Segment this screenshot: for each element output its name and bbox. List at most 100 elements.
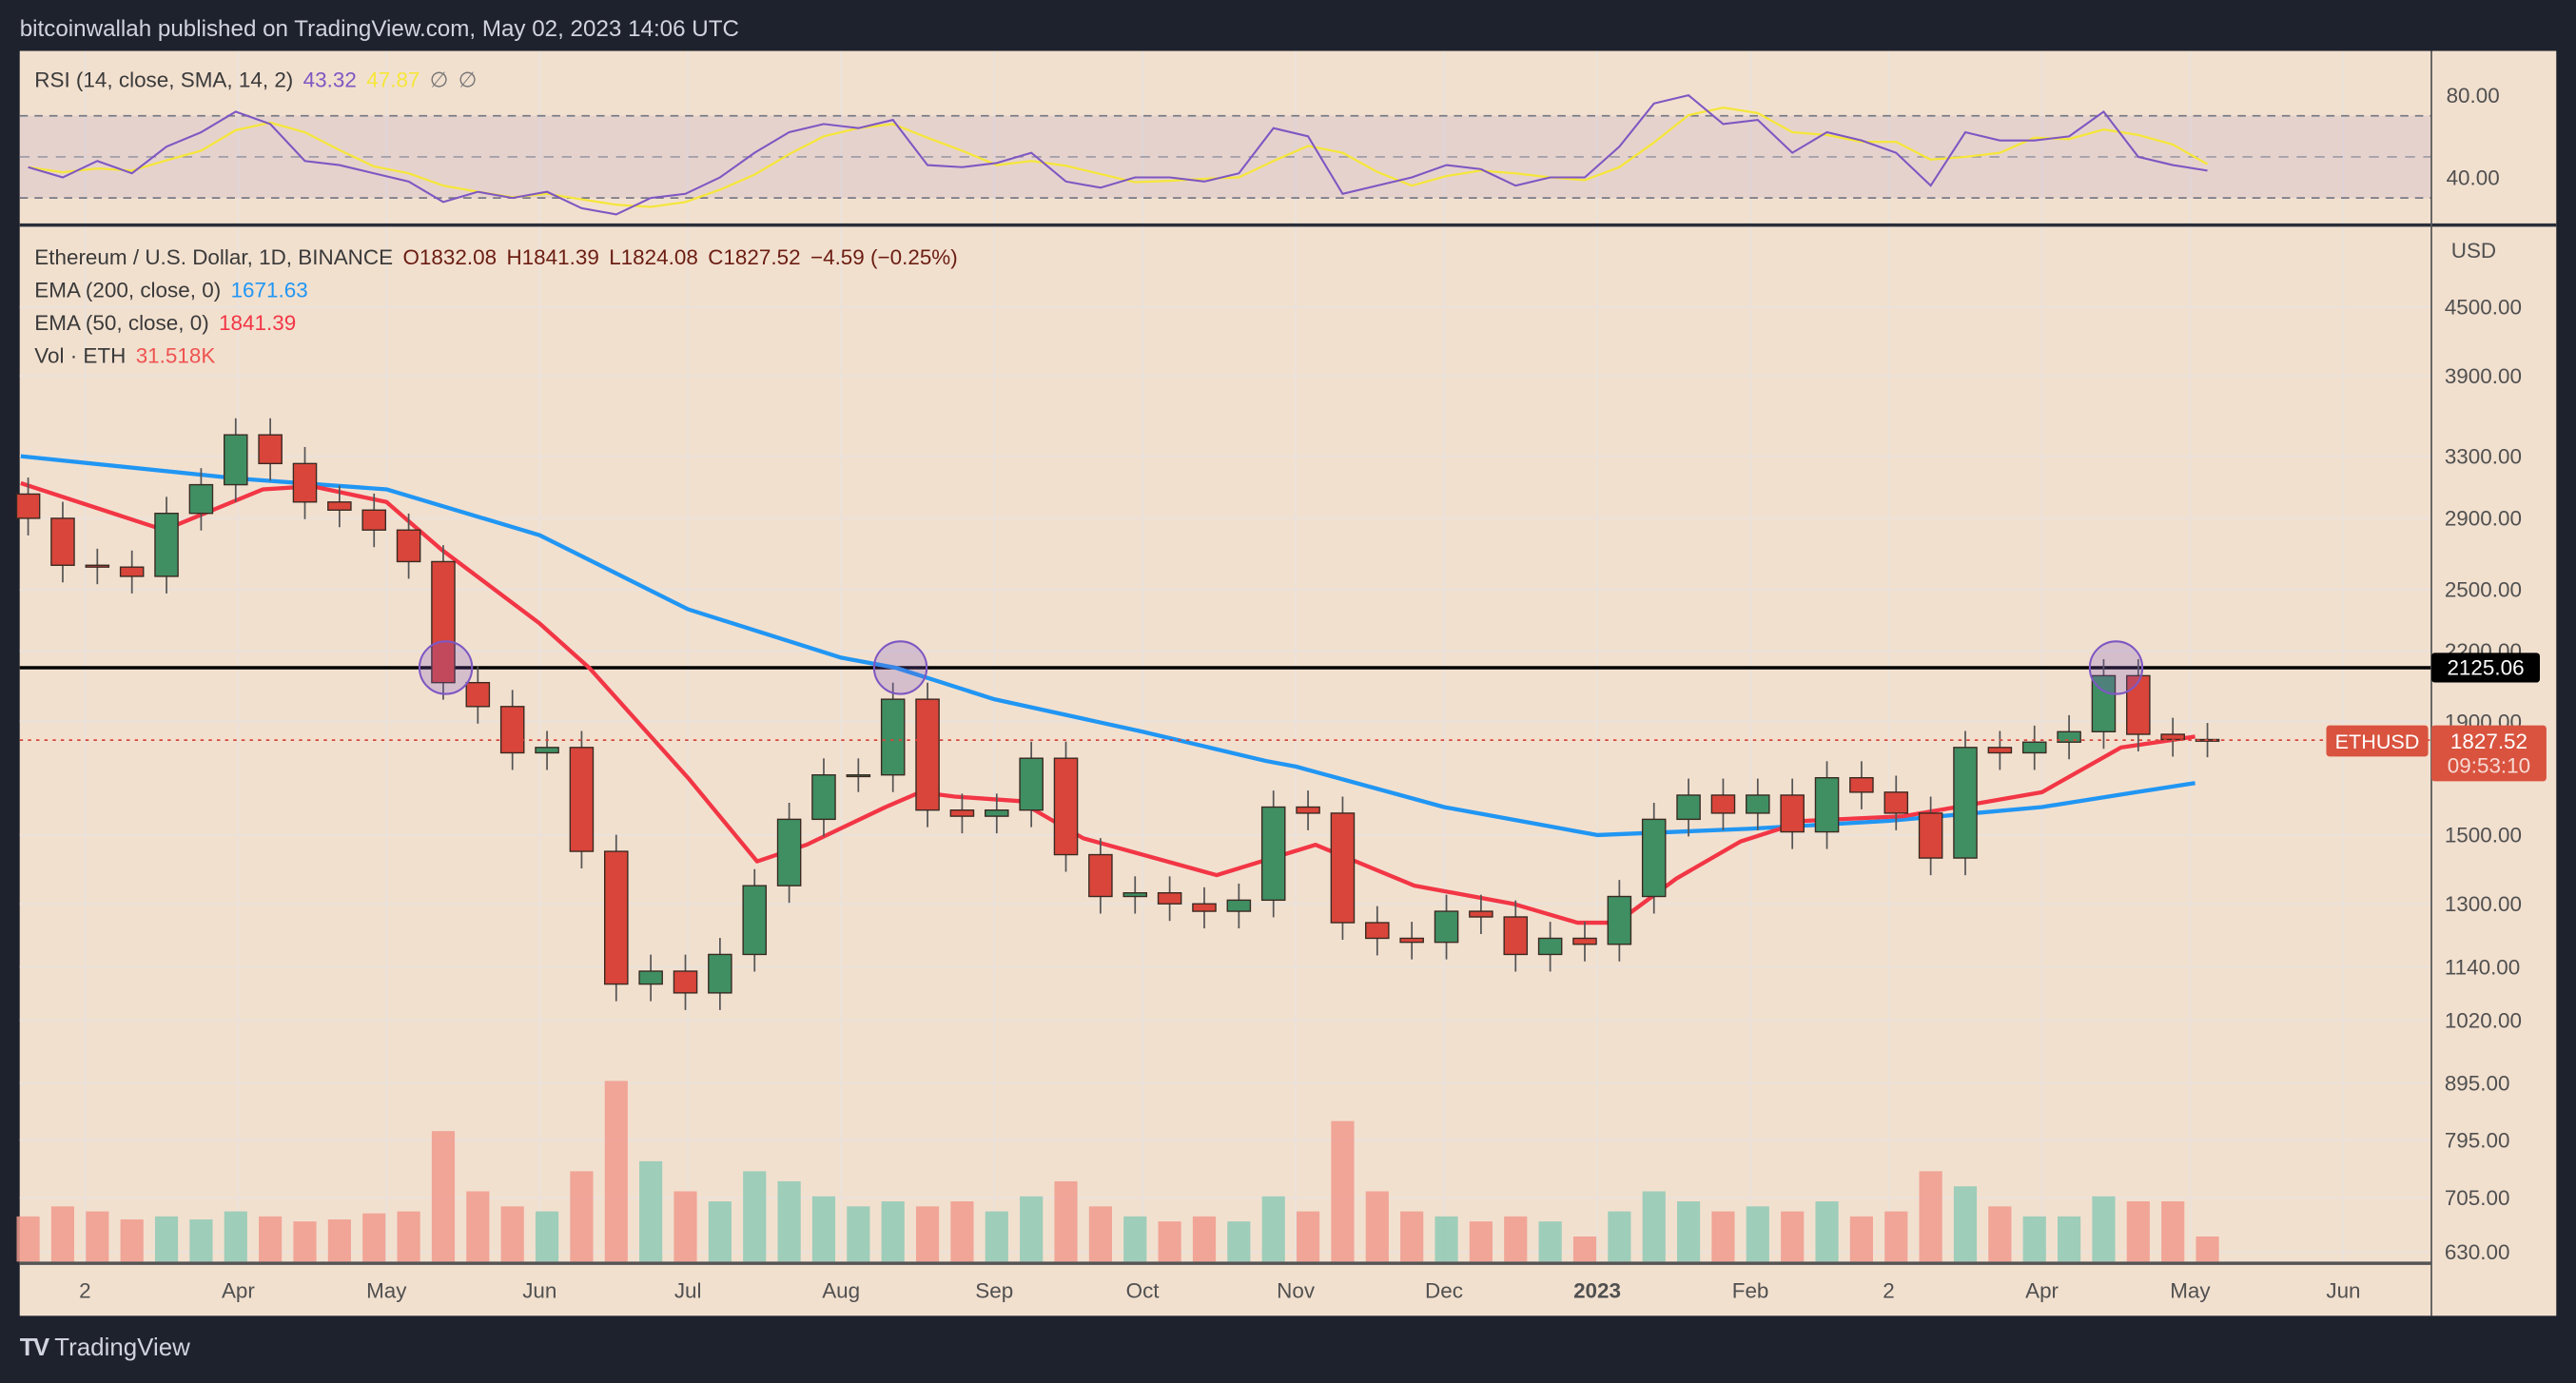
time-tick-label: Jun — [522, 1278, 556, 1302]
candle-body — [1157, 892, 1182, 905]
candle — [396, 513, 421, 579]
price-tick-label: 1300.00 — [2445, 892, 2522, 916]
open-value: O1832.08 — [402, 244, 498, 270]
symbol-tag-label: ETHUSD — [2335, 730, 2420, 753]
volume-bar — [570, 1171, 594, 1262]
candle — [188, 468, 214, 531]
candle-body — [1469, 910, 1493, 918]
price-tick-label: 3900.00 — [2445, 364, 2522, 388]
change-value: −4.59 (−0.25%) — [810, 244, 958, 270]
ema200-legend[interactable]: EMA (200, close, 0) 1671.63 — [34, 278, 318, 302]
symbol-legend[interactable]: Ethereum / U.S. Dollar, 1D, BINANCE O1832… — [34, 244, 967, 269]
candle-body — [569, 747, 595, 852]
time-tick-label: Apr — [222, 1278, 255, 1302]
candle-body — [1399, 937, 1424, 944]
candle — [638, 954, 663, 1002]
candle — [1365, 906, 1390, 956]
volume-bar — [1088, 1206, 1112, 1262]
candle-body — [465, 681, 491, 708]
volume-bar — [1953, 1186, 1978, 1262]
volume-bar — [86, 1211, 109, 1262]
candle-body — [1883, 791, 1909, 814]
volume-bar — [2161, 1201, 2185, 1262]
volume-bar — [1608, 1211, 1631, 1262]
volume-bar — [1504, 1216, 1528, 1262]
volume-legend[interactable]: Vol · ETH 31.518K — [34, 343, 224, 368]
ema50-label: EMA (50, close, 0) — [34, 310, 209, 336]
rsi-value: 43.32 — [302, 67, 357, 92]
candle — [258, 418, 283, 481]
volume-bar — [1434, 1216, 1458, 1262]
candle-body — [1710, 794, 1736, 814]
candle — [1849, 761, 1874, 809]
price-tick-label: 895.00 — [2445, 1072, 2510, 1096]
ema50-legend[interactable]: EMA (50, close, 0) 1841.39 — [34, 310, 305, 335]
candle-body — [1607, 895, 1632, 945]
candle-body — [1365, 922, 1390, 940]
volume-bar — [224, 1211, 247, 1262]
candle-body — [638, 970, 663, 985]
volume-bar — [327, 1219, 351, 1262]
candle-body — [1192, 903, 1217, 912]
candle — [327, 485, 352, 528]
candle-body — [1260, 806, 1286, 902]
volume-bar — [1711, 1211, 1735, 1262]
candle-body — [1330, 812, 1356, 924]
resistance-price-tag — [2431, 653, 2541, 683]
volume-bar — [431, 1131, 456, 1262]
candle-body — [2057, 730, 2081, 743]
candle — [1780, 778, 1805, 849]
ema200-value: 1671.63 — [230, 277, 308, 302]
bar-countdown-label: 09:53:10 — [2448, 754, 2530, 778]
grid — [19, 50, 2432, 1264]
candle — [2126, 658, 2151, 751]
candle — [361, 493, 387, 548]
candle — [880, 682, 906, 792]
candle-body — [188, 483, 214, 515]
candle — [223, 418, 248, 502]
candle — [431, 545, 456, 700]
candle — [1122, 876, 1148, 914]
candle — [776, 802, 802, 904]
candle — [1746, 778, 1770, 830]
candle — [846, 758, 871, 792]
candle — [1503, 900, 1529, 972]
volume-bar — [1400, 1211, 1424, 1262]
candle-body — [1434, 910, 1459, 944]
candle-body — [1676, 794, 1701, 821]
candle — [1676, 778, 1701, 837]
price-tick-label: 1500.00 — [2445, 824, 2522, 847]
candle-body — [1537, 937, 1563, 956]
volume-bar — [1849, 1216, 1873, 1262]
volume-label: Vol · ETH — [34, 342, 127, 368]
rsi-legend[interactable]: RSI (14, close, SMA, 14, 2) 43.32 47.87 ∅ ∅ — [34, 68, 486, 94]
volume-bar — [777, 1180, 801, 1262]
volume-bar — [16, 1216, 40, 1262]
volume-bar — [1158, 1221, 1181, 1262]
candle-body — [673, 970, 698, 994]
volume-bar — [2022, 1216, 2046, 1262]
volume-bar — [2195, 1236, 2219, 1262]
volume-bar — [847, 1206, 870, 1262]
candle-body — [292, 462, 318, 503]
candle-body — [846, 774, 871, 778]
candle-body — [2021, 741, 2047, 754]
volume-bar — [1123, 1216, 1147, 1262]
candle — [2091, 658, 2117, 750]
rsi-legend-label: RSI (14, close, SMA, 14, 2) — [34, 67, 294, 92]
tradingview-brand[interactable]: TV TradingView — [20, 1334, 190, 1361]
ema200-label: EMA (200, close, 0) — [34, 277, 222, 302]
symbol-title: Ethereum / U.S. Dollar, 1D, BINANCE — [34, 244, 394, 270]
tradingview-logo-icon: TV — [19, 1334, 49, 1362]
candle-body — [915, 698, 940, 811]
time-tick-label: Aug — [822, 1278, 860, 1302]
candle-body — [1019, 757, 1044, 811]
last-price-label: 1827.52 — [2450, 730, 2527, 753]
time-tick-label: Dec — [1425, 1278, 1463, 1302]
resistance-price-label: 2125.06 — [2447, 656, 2524, 680]
candle-body — [742, 885, 768, 956]
candle — [915, 682, 940, 828]
volume-bar — [362, 1213, 386, 1262]
candle — [535, 730, 559, 770]
